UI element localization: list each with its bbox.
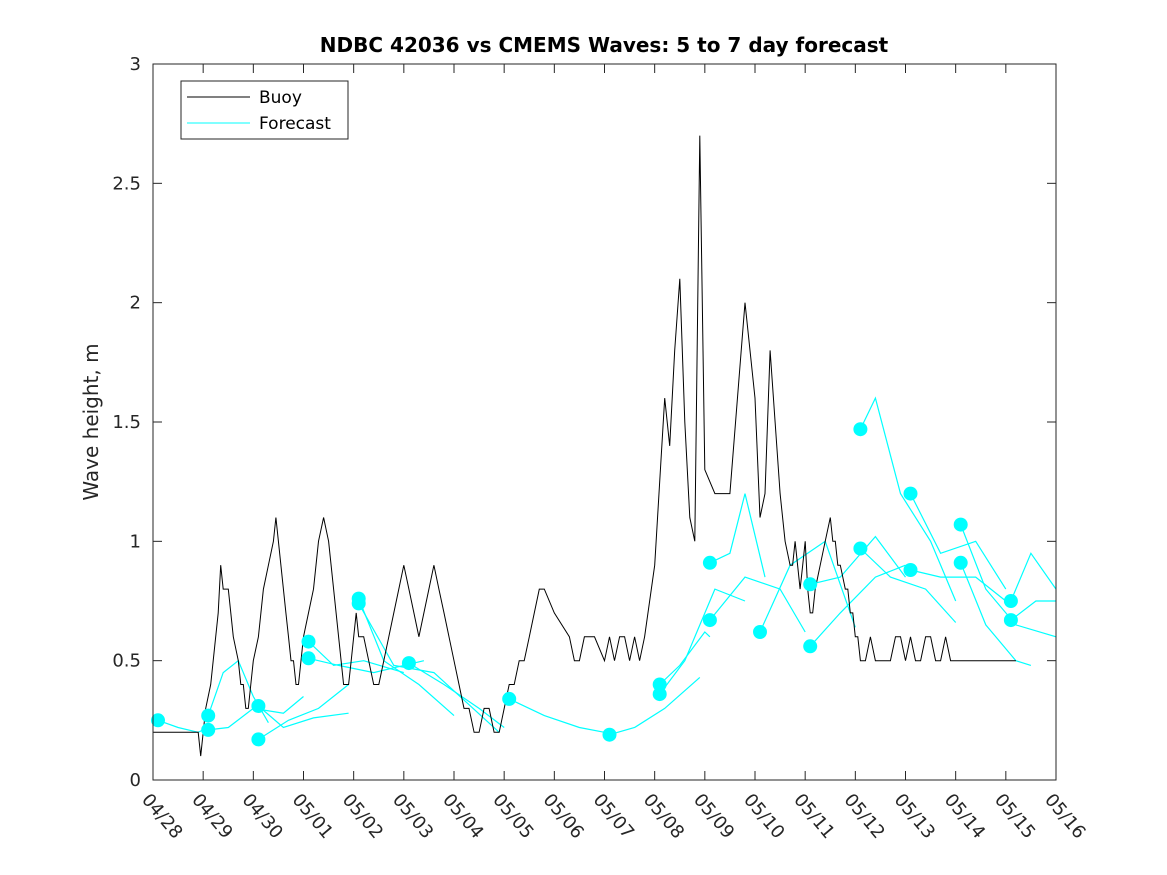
- forecast-marker: [702, 555, 717, 570]
- y-tick-label: 1.5: [112, 412, 141, 433]
- forecast-marker: [151, 713, 165, 728]
- forecast-marker: [201, 708, 216, 723]
- forecast-line: [308, 641, 404, 674]
- forecast-marker: [1003, 613, 1018, 628]
- forecast-marker: [502, 691, 517, 706]
- forecast-line: [859, 548, 957, 623]
- y-tick-label: 3: [130, 54, 141, 75]
- forecast-marker: [201, 722, 216, 737]
- forecast-line: [258, 705, 349, 729]
- forecast-line: [508, 698, 605, 733]
- forecast-marker: [903, 563, 918, 577]
- forecast-line: [759, 540, 856, 633]
- forecast-marker: [953, 555, 968, 570]
- forecast-line: [909, 493, 1007, 590]
- series-layer: [153, 135, 1057, 757]
- forecast-marker: [853, 541, 868, 556]
- chart-title: NDBC 42036 vs CMEMS Waves: 5 to 7 day fo…: [320, 33, 889, 57]
- forecast-line: [809, 564, 906, 647]
- forecast-line: [659, 631, 711, 685]
- forecast-line: [358, 598, 455, 717]
- forecast-line: [1010, 552, 1057, 602]
- forecast-line: [859, 396, 957, 602]
- forecast-line: [910, 569, 1007, 602]
- forecast-line: [1010, 600, 1056, 621]
- forecast-marker: [602, 727, 617, 742]
- y-axis: 0 0.5 1 1.5 2 2.5 3: [112, 54, 1056, 791]
- buoy-line: [153, 135, 1016, 757]
- forecast-marker: [401, 656, 416, 671]
- y-tick-label: 2.5: [112, 173, 141, 194]
- legend-box: [180, 80, 349, 140]
- legend-label-forecast: Forecast: [259, 114, 331, 134]
- forecast-marker: [301, 651, 316, 666]
- forecast-line: [709, 576, 806, 633]
- forecast-marker: [1003, 594, 1018, 608]
- forecast-marker: [753, 625, 767, 639]
- forecast-marker: [803, 577, 818, 592]
- forecast-line: [960, 562, 1032, 666]
- plot-area: [153, 64, 1056, 780]
- y-axis-title: Wave height, m: [79, 343, 103, 500]
- forecast-marker: [903, 486, 918, 501]
- forecast-marker: [953, 517, 968, 532]
- forecast-line: [358, 603, 500, 733]
- forecast-marker: [702, 613, 717, 628]
- forecast-marker: [251, 732, 266, 747]
- forecast-line: [810, 535, 906, 585]
- forecast-line: [709, 493, 766, 578]
- marker-layer: [151, 422, 1018, 747]
- forecast-marker: [853, 422, 868, 437]
- y-tick-label: 2: [130, 293, 141, 314]
- forecast-marker: [301, 634, 316, 649]
- y-tick-label: 1: [130, 531, 141, 552]
- legend: Buoy Forecast: [180, 80, 349, 140]
- forecast-marker: [652, 677, 667, 692]
- forecast-marker: [652, 687, 667, 702]
- forecast-marker: [251, 699, 266, 713]
- y-tick-label: 0: [130, 770, 141, 791]
- forecast-marker: [351, 596, 366, 611]
- forecast-line: [609, 676, 701, 736]
- forecast-line: [258, 684, 349, 740]
- forecast-line: [960, 524, 1057, 638]
- legend-label-buoy: Buoy: [259, 88, 302, 108]
- forecast-marker: [803, 639, 818, 654]
- y-tick-label: 0.5: [112, 651, 141, 672]
